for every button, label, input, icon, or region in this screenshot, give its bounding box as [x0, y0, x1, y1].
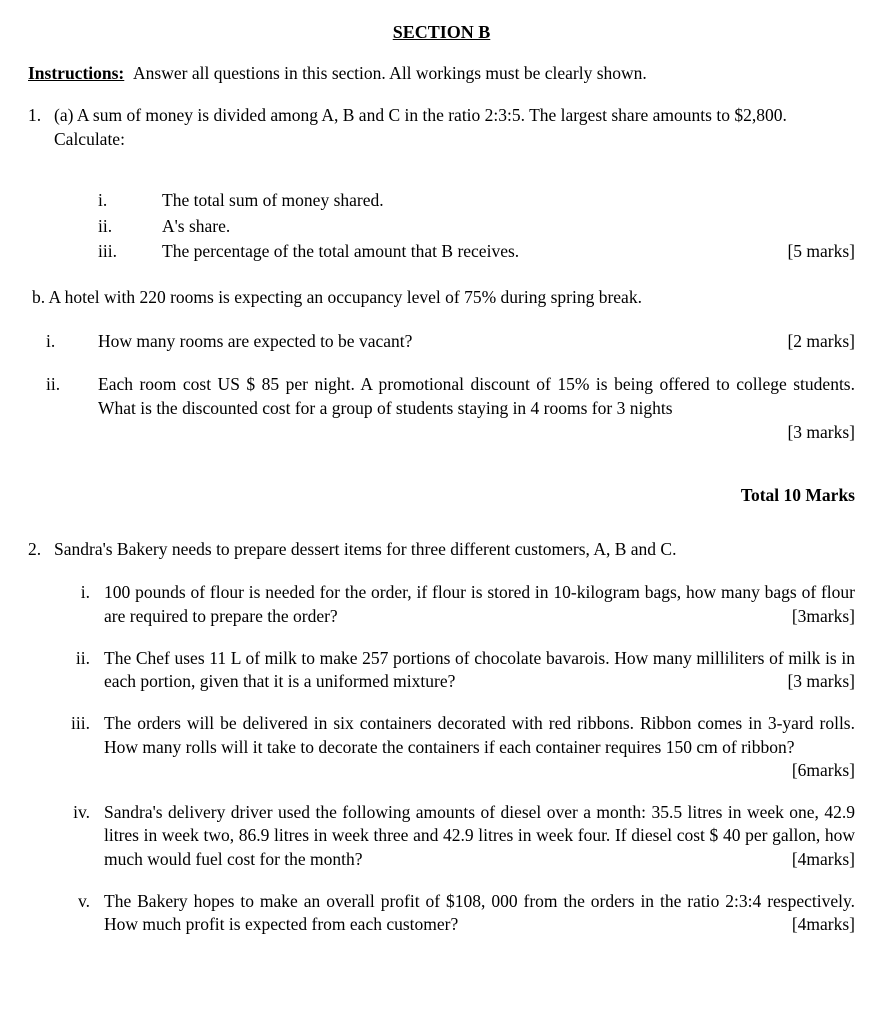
q1b-i-row: i. How many rooms are expected to be vac…	[46, 330, 855, 354]
q1a-i-text: The total sum of money shared.	[162, 189, 855, 213]
exam-page: SECTION B Instructions: Answer all quest…	[0, 0, 883, 957]
q2-iv-marks: [4marks]	[792, 848, 855, 872]
q2-iii-body: The orders will be delivered in six cont…	[104, 713, 855, 757]
q1a-iii-body: The percentage of the total amount that …	[162, 241, 519, 261]
q1a-iii-row: iii. The percentage of the total amount …	[98, 240, 855, 264]
question-1b: b. A hotel with 220 rooms is expecting a…	[32, 286, 855, 310]
q2-ii-roman: ii.	[46, 647, 104, 694]
q1a-ii-text: A's share.	[162, 215, 855, 239]
q2-v-row: v. The Bakery hopes to make an overall p…	[46, 890, 855, 937]
q1b-ii-row: ii. Each room cost US $ 85 per night. A …	[46, 373, 855, 444]
q1a-iii-text: The percentage of the total amount that …	[162, 240, 855, 264]
q2-i-marks: [3marks]	[792, 605, 855, 629]
q1b-i-marks: [2 marks]	[787, 330, 855, 354]
q2-v-roman: v.	[46, 890, 104, 937]
q1-total: Total 10 Marks	[28, 484, 855, 508]
q2-ii-marks: [3 marks]	[787, 670, 855, 694]
q2-iv-row: iv. Sandra's delivery driver used the fo…	[46, 801, 855, 872]
q1b-i-body: How many rooms are expected to be vacant…	[98, 331, 412, 351]
instructions-line: Instructions: Answer all questions in th…	[28, 62, 855, 86]
q2-i-text: 100 pounds of flour is needed for the or…	[104, 581, 855, 628]
q1a-i-roman: i.	[98, 189, 138, 213]
q2-iv-text: Sandra's delivery driver used the follow…	[104, 801, 855, 872]
q1b-text: A hotel with 220 rooms is expecting an o…	[49, 287, 642, 307]
q1a-ii-roman: ii.	[98, 215, 138, 239]
q2-iii-roman: iii.	[46, 712, 104, 783]
q2-intro-text: Sandra's Bakery needs to prepare dessert…	[54, 538, 855, 562]
instructions-label: Instructions:	[28, 63, 124, 83]
q2-i-row: i. 100 pounds of flour is needed for the…	[46, 581, 855, 628]
q1b-i-text: How many rooms are expected to be vacant…	[98, 330, 855, 354]
q2-iv-roman: iv.	[46, 801, 104, 872]
question-2-intro: 2. Sandra's Bakery needs to prepare dess…	[28, 538, 855, 562]
q1b-i-roman: i.	[46, 330, 98, 354]
question-1a: 1. (a) A sum of money is divided among A…	[28, 104, 855, 151]
q1a-label: (a)	[54, 105, 73, 125]
q1b-ii-body: Each room cost US $ 85 per night. A prom…	[98, 374, 855, 418]
q2-v-marks: [4marks]	[792, 913, 855, 937]
q1a-iii-roman: iii.	[98, 240, 138, 264]
q2-ii-body: The Chef uses 11 L of milk to make 257 p…	[104, 648, 855, 692]
q1a-i-row: i. The total sum of money shared.	[98, 189, 855, 213]
q2-i-roman: i.	[46, 581, 104, 628]
q2-v-body: The Bakery hopes to make an overall prof…	[104, 891, 855, 935]
q2-iii-row: iii. The orders will be delivered in six…	[46, 712, 855, 783]
q1b-ii-marks: [3 marks]	[98, 421, 855, 445]
q2-iv-body: Sandra's delivery driver used the follow…	[104, 802, 855, 869]
q1a-ii-row: ii. A's share.	[98, 215, 855, 239]
q2-ii-text: The Chef uses 11 L of milk to make 257 p…	[104, 647, 855, 694]
instructions-body: Answer all questions in this section. Al…	[133, 63, 647, 83]
q2-number: 2.	[28, 538, 54, 562]
q2-iii-text: The orders will be delivered in six cont…	[104, 712, 855, 783]
q2-v-text: The Bakery hopes to make an overall prof…	[104, 890, 855, 937]
q2-ii-row: ii. The Chef uses 11 L of milk to make 2…	[46, 647, 855, 694]
q1a-text: A sum of money is divided among A, B and…	[54, 105, 787, 149]
q1b-ii-text: Each room cost US $ 85 per night. A prom…	[98, 373, 855, 444]
section-title: SECTION B	[28, 20, 855, 44]
q1-number: 1.	[28, 104, 54, 151]
q1b-label: b.	[32, 287, 45, 307]
q1a-subparts: i. The total sum of money shared. ii. A'…	[98, 189, 855, 264]
q1b-ii-roman: ii.	[46, 373, 98, 444]
q1a-iii-marks: [5 marks]	[787, 240, 855, 264]
q2-i-body: 100 pounds of flour is needed for the or…	[104, 582, 855, 626]
q2-iii-marks: [6marks]	[792, 759, 855, 783]
